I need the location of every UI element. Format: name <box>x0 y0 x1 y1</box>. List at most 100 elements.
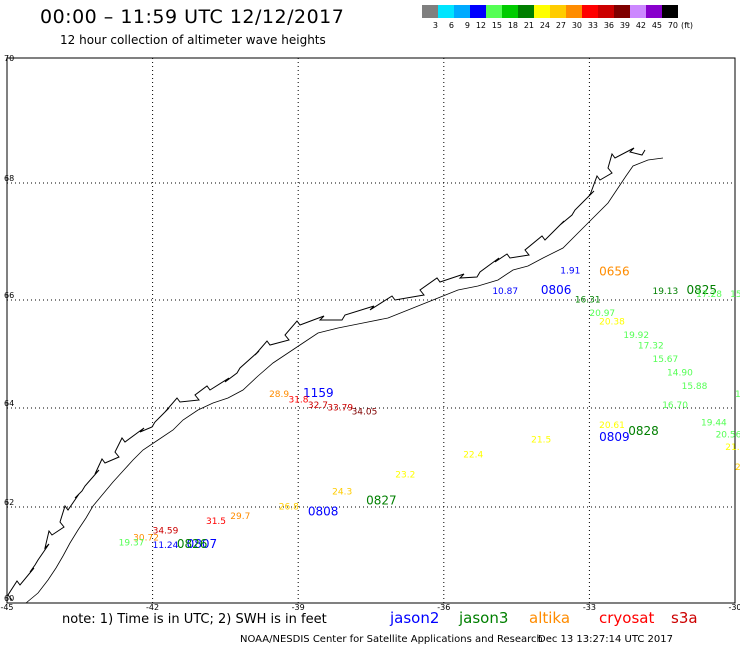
wave-height-label: 0827 <box>366 494 397 508</box>
page-subtitle: 12 hour collection of altimeter wave hei… <box>60 33 326 47</box>
legend-tick-label: 36 <box>603 21 614 30</box>
lat-tick-label: 70 <box>4 54 14 63</box>
lon-tick-label: -33 <box>583 603 596 612</box>
legend-swatch <box>550 5 566 18</box>
wave-height-label: 25.80 <box>735 463 740 473</box>
wave-height-label: 20.97 <box>589 309 615 319</box>
lat-tick-label: 62 <box>4 498 14 507</box>
wave-height-label: 29.7 <box>230 512 250 522</box>
wave-height-label: 0656 <box>599 264 630 278</box>
wave-height-label: 23.2 <box>395 470 415 480</box>
legend-tick-label: 6 <box>448 21 454 30</box>
legend-tick-label: 3 <box>432 21 438 30</box>
satellite-label: jason2 <box>390 609 440 627</box>
legend-tick-label: 24 <box>539 21 550 30</box>
legend-tick-label: 30 <box>571 21 582 30</box>
legend-tick-label: 21 <box>523 21 534 30</box>
wave-height-label: 19.44 <box>701 418 727 428</box>
legend-swatch <box>630 5 646 18</box>
footer-note: note: 1) Time is in UTC; 2) SWH is in fe… <box>62 612 327 627</box>
wave-height-label: 31.8 <box>288 396 308 406</box>
lat-tick-label: 66 <box>4 291 14 300</box>
wave-height-label: 21.98 <box>725 443 740 453</box>
lat-tick-label: 68 <box>4 174 14 183</box>
map-frame <box>6 57 736 604</box>
legend-swatch <box>422 5 438 18</box>
legend-swatch <box>486 5 502 18</box>
legend-swatch <box>614 5 630 18</box>
legend-swatch <box>582 5 598 18</box>
legend-unit-label: (ft) <box>681 21 694 30</box>
wave-height-label: 14.90 <box>667 369 693 379</box>
wave-height-label: 0826 <box>177 537 208 551</box>
wave-height-label: 16.31 <box>575 296 601 306</box>
greenland-coastline <box>7 147 646 601</box>
generated-timestamp: Dec 13 13:27:14 UTC 2017 <box>538 634 673 645</box>
page-title: 00:00 – 11:59 UTC 12/12/2017 <box>40 6 345 28</box>
lon-tick-label: -42 <box>146 603 159 612</box>
legend-swatch <box>502 5 518 18</box>
legend-tick-label: 12 <box>475 21 486 30</box>
legend-swatch <box>438 5 454 18</box>
wave-height-label: 15.85 <box>730 290 740 300</box>
legend-swatch <box>646 5 662 18</box>
color-legend-labels: 3 6 9 12 15 18 21 24 27 30 33 36 39 42 45 70 (ft) <box>422 21 693 30</box>
wave-height-label: 22.4 <box>463 451 483 461</box>
coastline-islands <box>25 157 664 604</box>
legend-swatch <box>470 5 486 18</box>
wave-height-label: 19.13 <box>652 287 678 297</box>
satellite-label: s3a <box>671 609 698 627</box>
satellite-label: cryosat <box>599 609 655 627</box>
wave-height-label: 10.87 <box>492 287 518 297</box>
wave-height-label: 1159 <box>303 386 334 400</box>
wave-height-label: 24.3 <box>332 488 352 498</box>
wave-height-label: 26.8 <box>279 502 299 512</box>
wave-height-label: 15.67 <box>652 355 678 365</box>
wave-height-label: 20.56 <box>716 431 740 441</box>
wave-height-label: 11.24 <box>153 541 179 551</box>
wave-height-label: 31.5 <box>206 517 226 527</box>
lon-tick-label: -45 <box>0 603 13 612</box>
color-legend-bar <box>422 5 678 18</box>
wave-height-label: 33.79 <box>327 403 353 413</box>
wave-height-label: 20.61 <box>599 421 625 431</box>
credit-text: NOAA/NESDIS Center for Satellite Applica… <box>240 634 543 645</box>
wave-height-label: 28.9 <box>269 390 289 400</box>
lon-tick-label: -36 <box>437 603 450 612</box>
wave-height-label: 0828 <box>628 424 659 438</box>
wave-height-label: 0807 <box>187 537 218 551</box>
wave-height-label: 34.59 <box>153 526 179 536</box>
satellite-label: altika <box>529 609 571 627</box>
wave-height-label: 32.7 <box>308 401 328 411</box>
wave-height-label: 0808 <box>308 505 339 519</box>
wave-height-label: 30.72 <box>133 534 159 544</box>
legend-tick-label: 42 <box>635 21 646 30</box>
legend-tick-label: 39 <box>619 21 630 30</box>
legend-tick-label: 9 <box>464 21 470 30</box>
legend-tick-label: 18 <box>507 21 518 30</box>
wave-height-label: 19.92 <box>623 331 649 341</box>
wave-height-label: 0809 <box>599 430 630 444</box>
legend-tick-label: 15 <box>491 21 502 30</box>
lon-tick-label: -30 <box>728 603 740 612</box>
legend-tick-label: 70 <box>667 21 678 30</box>
wave-height-label: 17.15 <box>735 390 740 400</box>
wave-height-label: 0825 <box>686 283 717 297</box>
legend-swatch <box>534 5 550 18</box>
legend-swatch <box>454 5 470 18</box>
legend-tick-label: 33 <box>587 21 598 30</box>
lat-tick-label: 64 <box>4 399 14 408</box>
legend-swatch <box>566 5 582 18</box>
legend-swatch <box>662 5 678 18</box>
wave-height-label: 34.05 <box>352 407 378 417</box>
wave-height-label: 19.37 <box>119 538 145 548</box>
lon-tick-label: -39 <box>292 603 305 612</box>
wave-height-label: 17.28 <box>696 290 722 300</box>
wave-height-label: 21.5 <box>531 436 551 446</box>
legend-swatch <box>598 5 614 18</box>
wave-height-label: 20.38 <box>599 317 625 327</box>
legend-swatch <box>518 5 534 18</box>
satellite-label: jason3 <box>459 609 509 627</box>
wave-height-label: 0806 <box>541 283 572 297</box>
